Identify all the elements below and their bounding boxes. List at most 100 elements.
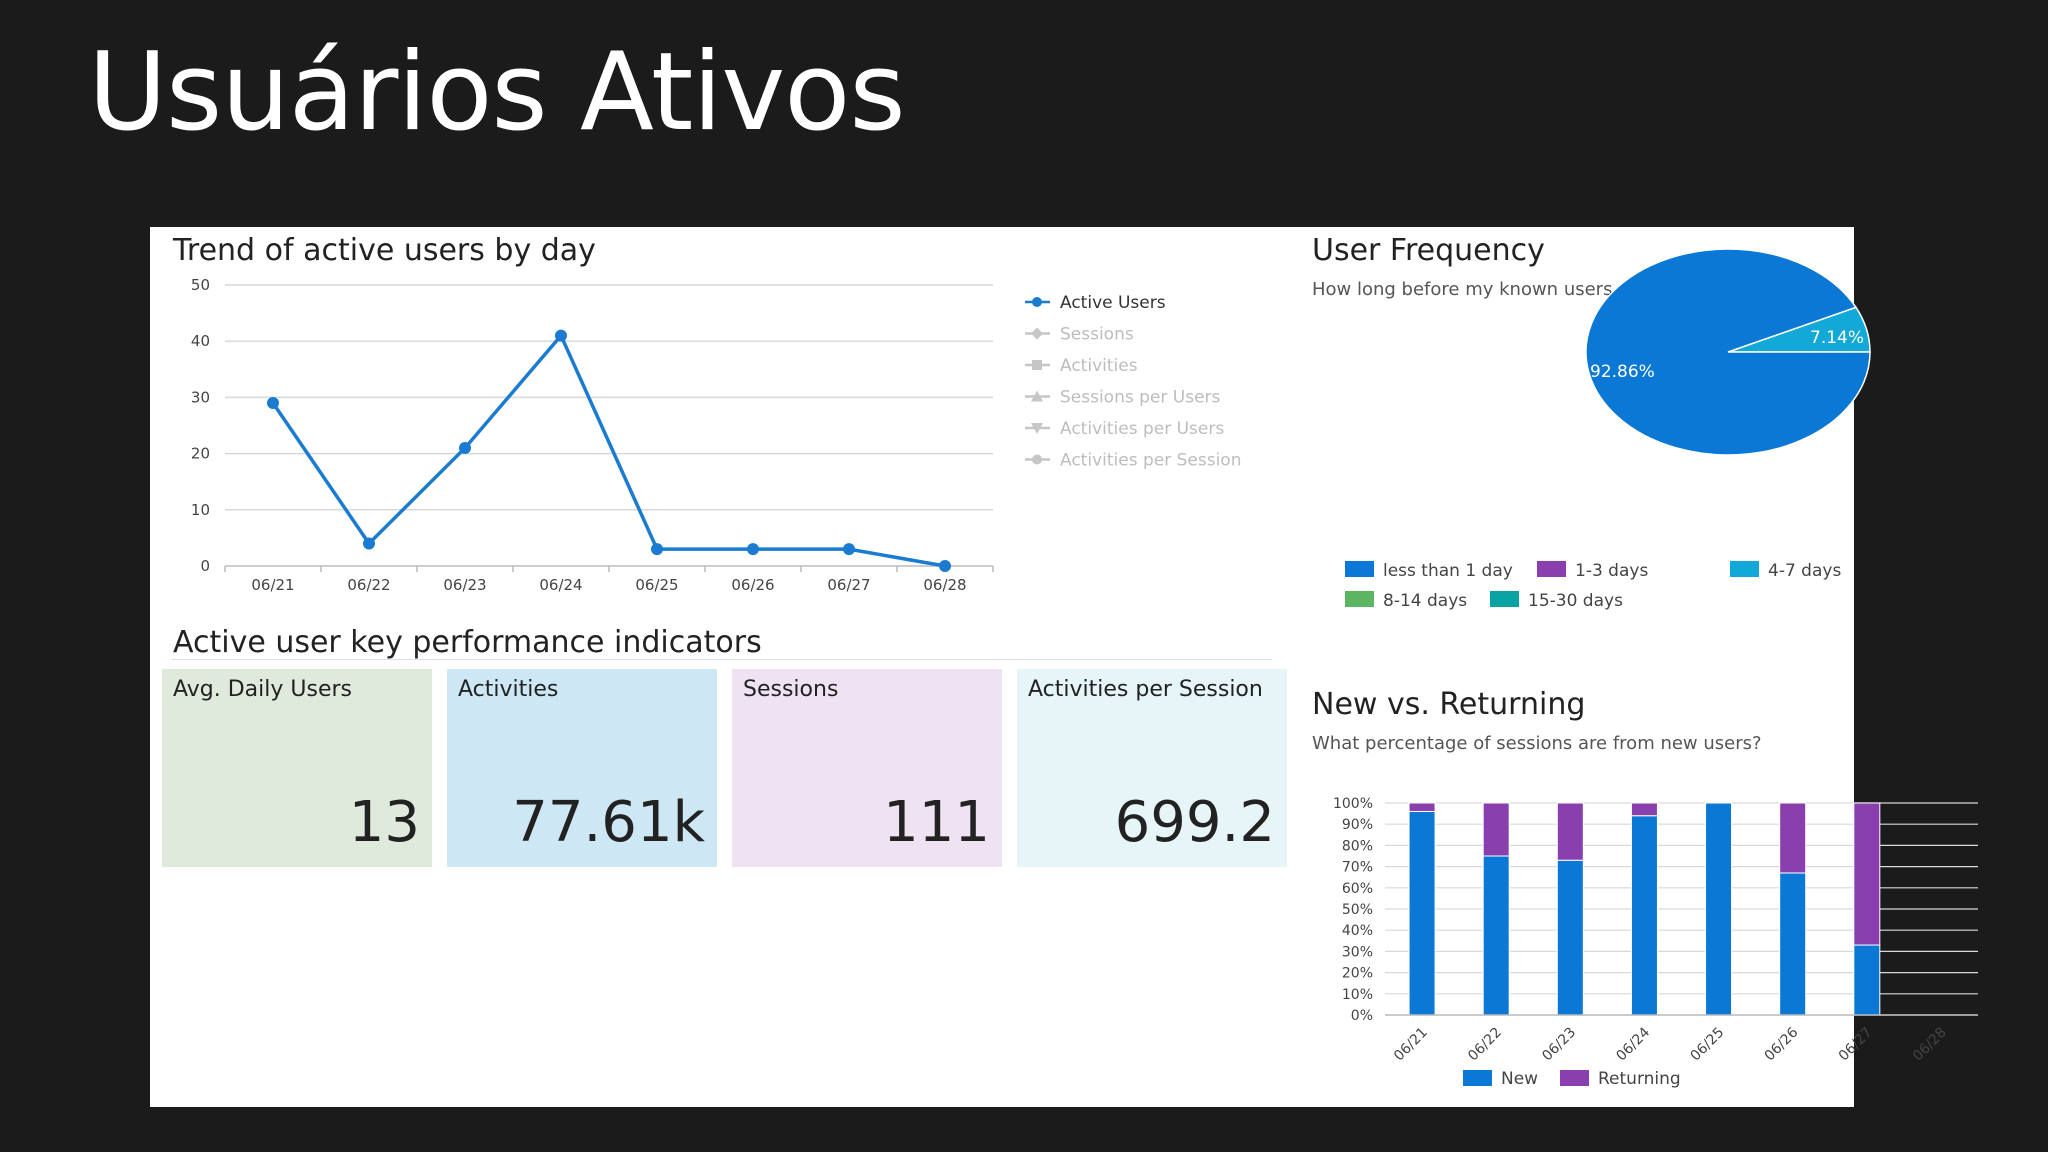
bar-segment-returning [1853,802,1881,946]
kpi-label: Sessions [743,677,839,702]
bar-segment-new [1779,872,1807,1016]
kpi-tile-avg-daily-users: Avg. Daily Users 13 [162,669,432,867]
legend-label: Activities per Users [1060,419,1224,439]
y-tick-label: 40% [1342,923,1373,939]
y-tick-label: 10% [1342,987,1373,1003]
x-tick-label: 06/26 [1762,1024,1802,1064]
legend-marker [1032,360,1042,370]
kpi-value: 111 [883,790,990,855]
bar-segment-new [1630,815,1658,1016]
y-tick-label: 50 [191,276,210,294]
trend-line-chart: 0 10 20 30 40 50 06/21 06/22 06/23 06/24 06/25 06/2… [191,276,994,594]
legend-label: Active Users [1060,293,1166,313]
legend-label: Sessions [1060,325,1134,345]
legend-label: New [1501,1069,1538,1089]
x-tick-label: 06/21 [1391,1025,1431,1065]
y-tick-label: 0% [1351,1008,1373,1024]
bar-segment-returning [1779,802,1807,874]
x-tick-label: 06/21 [251,576,294,594]
x-tick-label: 06/27 [827,576,870,594]
legend-swatch [1560,1070,1589,1086]
pie-slice [1585,248,1871,456]
data-point [363,537,375,550]
x-tick-label: 06/26 [731,576,774,594]
dashboard-panel: Trend of active users by day 0 10 20 30 40 50… [150,227,1978,1107]
data-point [651,543,663,556]
y-tick-label: 80% [1342,838,1373,854]
data-point [747,543,759,556]
data-point [267,397,279,410]
data-point [939,560,951,572]
pie-slice-label: 7.14% [1810,328,1864,348]
kpi-tile-sessions: Sessions 111 [732,669,1002,867]
trend-legend: Active Users Sessions Activities Sessions p… [1025,293,1241,471]
legend-marker [1031,327,1043,340]
bar-segment-returning [1408,802,1436,812]
pie-slice-label: 92.86% [1590,362,1655,382]
kpi-label: Activities [458,677,559,702]
x-tick-label: 06/22 [1465,1025,1505,1065]
x-tick-label: 06/22 [347,576,390,594]
y-tick-label: 20% [1342,966,1373,982]
kpi-value: 13 [348,790,420,855]
x-tick-label: 06/24 [539,576,582,594]
kpi-tile-activities: Activities 77.61k [447,669,717,867]
y-tick-label: 10 [191,501,210,519]
legend-label: 4-7 days [1768,561,1841,581]
bar-segment-new [1482,855,1510,1016]
y-tick-label: 0 [200,557,210,575]
bar-segment-new [1556,859,1584,1016]
x-tick-label: 06/28 [923,576,966,594]
legend-label: 15-30 days [1528,591,1623,611]
y-tick-label: 100% [1333,796,1373,812]
data-point [459,441,471,454]
legend-swatch [1463,1070,1492,1086]
new-returning-subtitle: What percentage of sessions are from new… [1312,733,1762,754]
legend-label: Activities per Session [1060,451,1241,471]
bar-segment-new [1705,802,1733,1016]
kpi-tile-activities-per-session: Activities per Session 699.2 [1017,669,1287,867]
data-point [843,543,855,556]
bar-segment-returning [1482,802,1510,857]
legend-swatch [1345,591,1374,607]
y-tick-label: 70% [1342,860,1373,876]
kpi-label: Activities per Session [1028,677,1263,702]
series-line-active-users [271,332,946,568]
y-tick-label: 50% [1342,902,1373,918]
y-tick-label: 40 [191,332,210,350]
legend-label: 8-14 days [1383,591,1467,611]
legend-label: Sessions per Users [1060,388,1221,408]
frequency-pie-chart: 92.86% 7.14% less than 1 day 1-3 days 4-7 da… [1345,248,1871,611]
legend-label: 1-3 days [1575,561,1648,581]
x-tick-label: 06/28 [1910,1025,1950,1065]
kpi-divider [172,659,1272,660]
x-tick-label: 06/23 [1539,1025,1579,1065]
legend-swatch [1490,591,1519,607]
kpi-section-title: Active user key performance indicators [173,625,762,660]
legend-marker [1032,297,1042,307]
new-returning-title: New vs. Returning [1312,687,1586,722]
legend-label: Returning [1598,1069,1681,1089]
x-tick-label: 06/23 [443,576,486,594]
frequency-subtitle: How long before my known users return? [1312,279,1683,300]
bar-segment-returning [1630,802,1658,817]
bar-segment-returning [1556,802,1584,861]
x-tick-label: 06/24 [1613,1024,1653,1064]
kpi-label: Avg. Daily Users [173,677,352,702]
legend-marker [1032,454,1042,465]
legend-label: less than 1 day [1383,561,1513,581]
legend-swatch [1345,561,1374,577]
legend-swatch [1730,561,1759,577]
kpi-value: 699.2 [1114,790,1275,855]
bar-segment-new [1853,944,1881,1016]
bar-segment-new [1408,810,1436,1016]
legend-label: Activities [1060,356,1138,376]
legend-marker [1031,390,1043,402]
y-tick-label: 20 [191,445,210,463]
frequency-title: User Frequency [1312,233,1545,268]
slide-title: Usuários Ativos [88,30,906,155]
data-point [555,329,567,342]
kpi-value: 77.61k [512,790,705,855]
legend-swatch [1537,561,1566,577]
y-tick-label: 30 [191,388,210,406]
